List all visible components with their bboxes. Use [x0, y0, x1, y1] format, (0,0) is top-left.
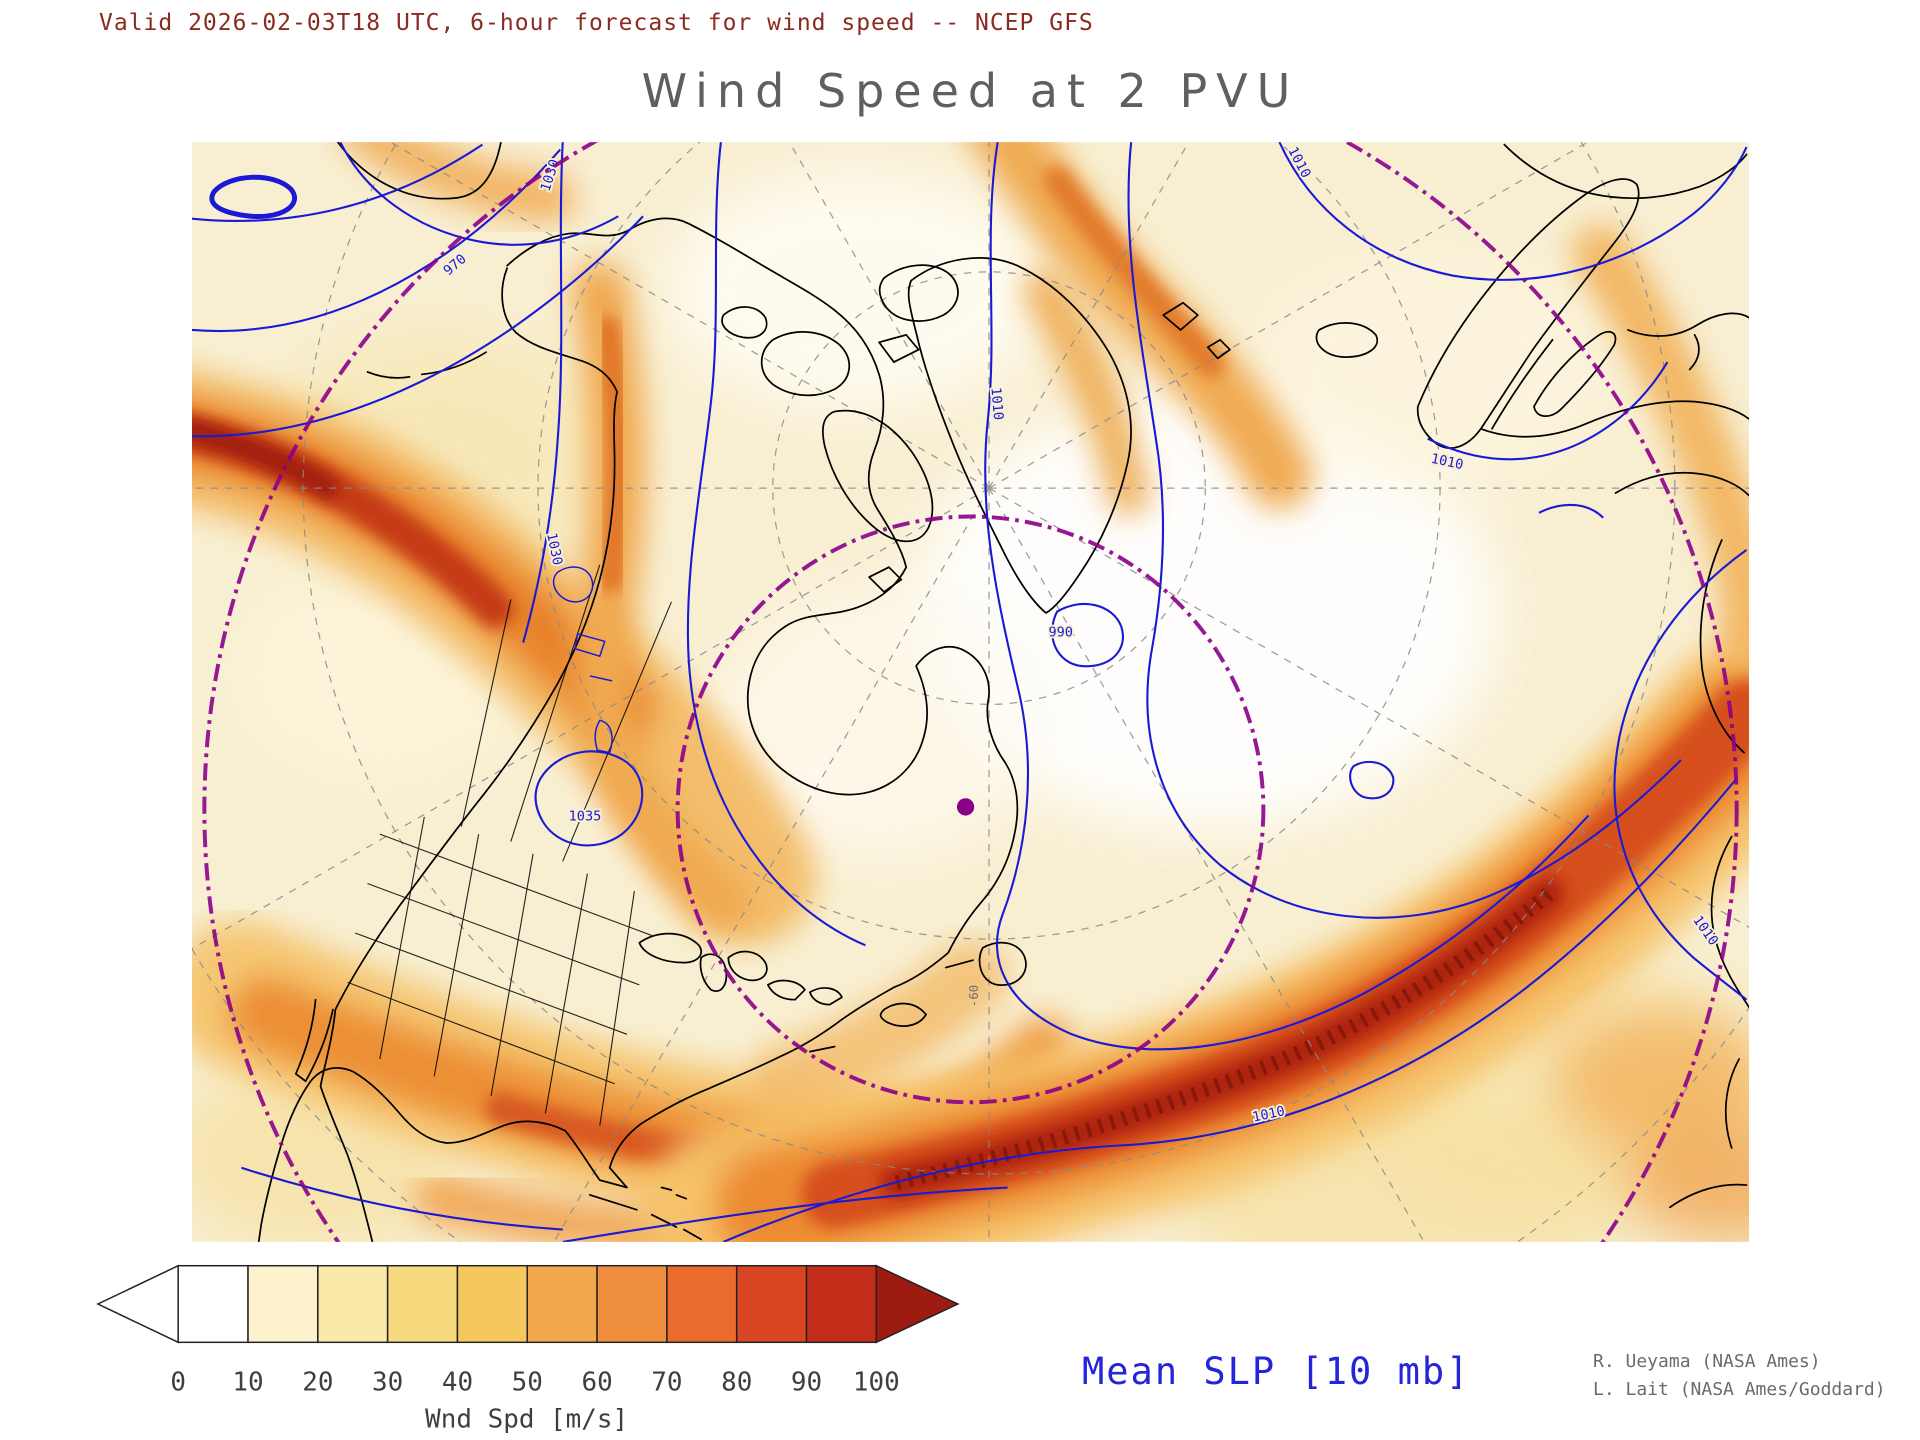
- page-title: Wind Speed at 2 PVU: [641, 64, 1300, 118]
- slp-contour-label: 1035: [569, 809, 602, 825]
- colorbar-segment: [526, 1264, 598, 1344]
- colorbar-segment: [317, 1264, 389, 1344]
- slp-contour-label: 1010: [987, 387, 1006, 421]
- colorbar-segment: [805, 1264, 878, 1344]
- colorbar: 0 10 20 30 40 50 60 70 80 90 100 Wnd Spd…: [88, 1262, 990, 1435]
- colorbar-tick: 100: [853, 1368, 900, 1398]
- colorbar-tick: 80: [721, 1368, 752, 1398]
- forecast-valid-line: Valid 2026-02-03T18 UTC, 6-hour forecast…: [99, 10, 1094, 36]
- wind-speed-field: [192, 142, 1749, 1242]
- colorbar-tick: 50: [512, 1368, 543, 1398]
- colorbar-segment: [456, 1264, 529, 1344]
- colorbar-under-arrow: [96, 1264, 179, 1344]
- slp-legend-label: Mean SLP [10 mb]: [1082, 1350, 1471, 1393]
- credits: R. Ueyama (NASA Ames) L. Lait (NASA Ames…: [1593, 1348, 1886, 1404]
- slp-contours: [192, 142, 1748, 1242]
- colorbar-tick: 90: [791, 1368, 822, 1398]
- state-borders: [347, 564, 672, 1126]
- colorbar-tick: 40: [442, 1368, 473, 1398]
- colorbar-tick: 20: [302, 1368, 333, 1398]
- colorbar-axis-label: Wnd Spd [m/s]: [425, 1405, 628, 1435]
- colorbar-segment: [177, 1264, 249, 1344]
- slp-contour-label: 990: [1048, 624, 1073, 640]
- colorbar-cells: [96, 1264, 960, 1344]
- weather-map: -60: [192, 142, 1749, 1242]
- location-marker: [956, 798, 975, 816]
- colorbar-tick: 60: [581, 1368, 612, 1398]
- colorbar-ticks: 0 10 20 30 40 50 60 70 80 90 100: [170, 1368, 899, 1398]
- credit-line: R. Ueyama (NASA Ames): [1593, 1351, 1821, 1372]
- colorbar-segment: [596, 1264, 668, 1344]
- colorbar-segment: [735, 1264, 808, 1344]
- colorbar-tick: 0: [170, 1368, 186, 1398]
- colorbar-segment: [666, 1264, 738, 1344]
- colorbar-tick: 70: [651, 1368, 682, 1398]
- colorbar-tick: 30: [372, 1368, 403, 1398]
- colorbar-segment: [386, 1264, 459, 1344]
- coastlines: [257, 142, 1749, 1242]
- range-rings: [202, 142, 1739, 1242]
- colorbar-tick: 10: [232, 1368, 263, 1398]
- graticule-longitude-label: -60: [967, 985, 981, 1007]
- colorbar-segment: [247, 1264, 319, 1344]
- colorbar-over-arrow: [875, 1264, 960, 1344]
- credit-line: L. Lait (NASA Ames/Goddard): [1593, 1378, 1886, 1400]
